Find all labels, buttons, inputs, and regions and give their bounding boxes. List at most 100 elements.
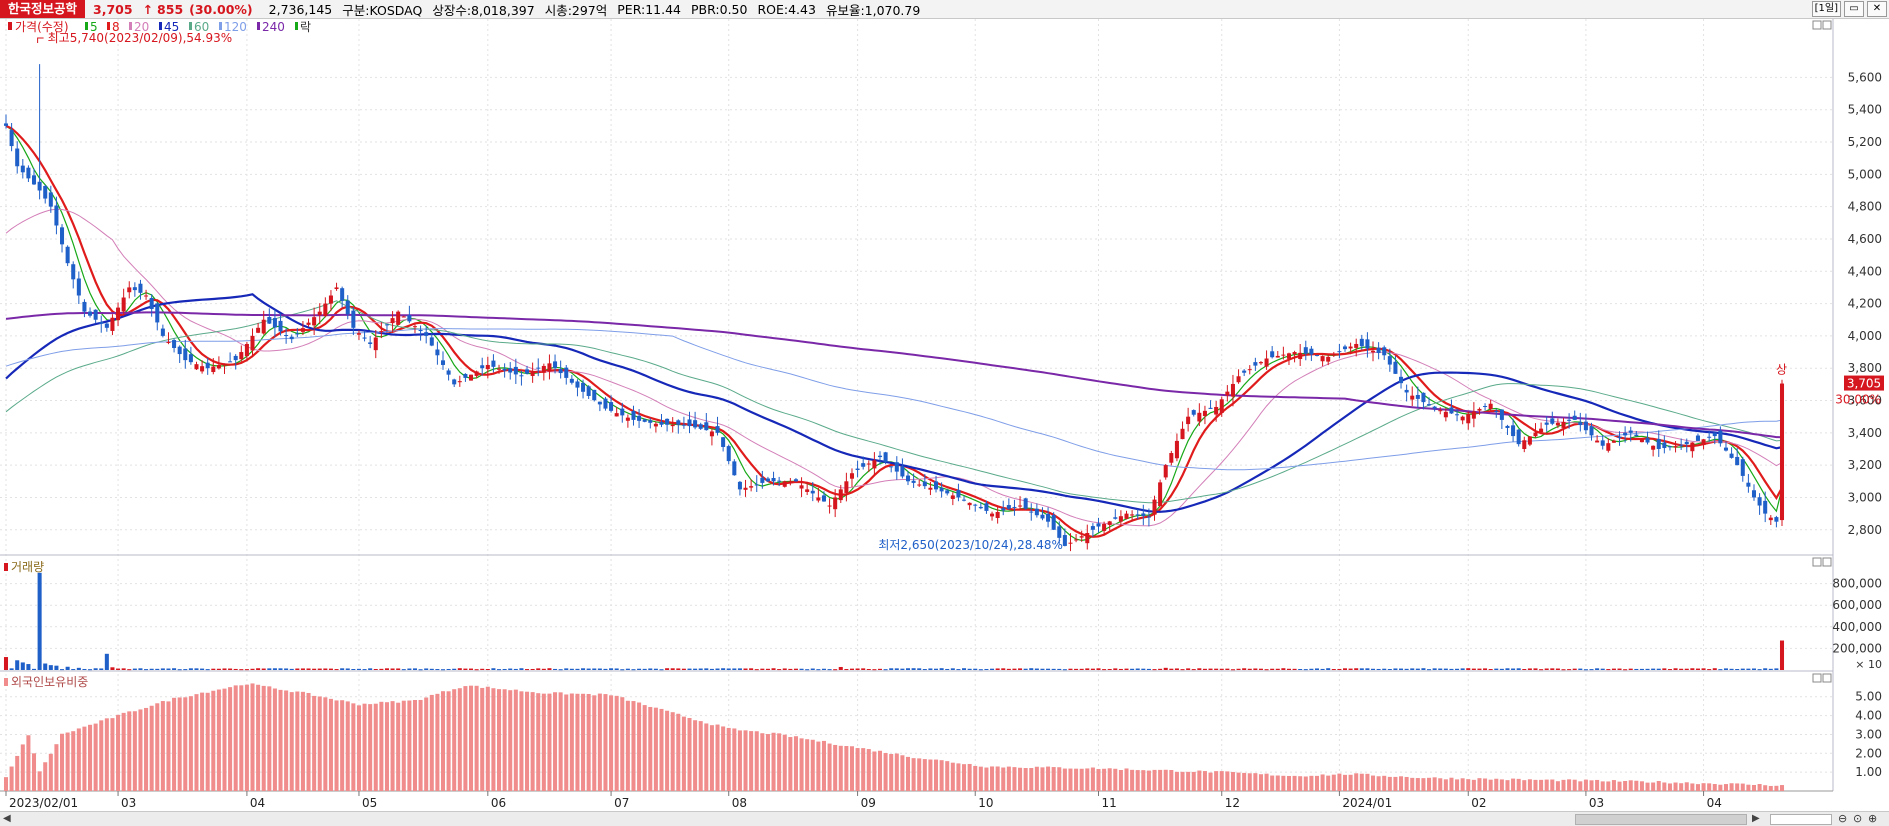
time-tick-label: 2023/02/01 bbox=[9, 796, 78, 810]
foreign-bar bbox=[1135, 770, 1140, 791]
scroll-right-icon[interactable]: ▶ bbox=[1752, 813, 1760, 824]
time-tick-label: 05 bbox=[362, 796, 377, 810]
candle-body bbox=[911, 480, 916, 483]
candle-body bbox=[429, 337, 434, 346]
volume-bar bbox=[1757, 669, 1762, 671]
candle-body bbox=[1583, 421, 1588, 431]
volume-bar bbox=[93, 668, 98, 670]
candle-body bbox=[1023, 498, 1028, 509]
volume-bar bbox=[1387, 669, 1392, 671]
volume-bar bbox=[1589, 669, 1594, 671]
volume-bar bbox=[513, 668, 518, 670]
volume-bar bbox=[614, 668, 619, 670]
foreign-bar bbox=[1169, 769, 1174, 791]
stock-chart[interactable]: 2,800 3,000 3,200 3,400 3,600 3,800 4,000 4,200… bbox=[0, 19, 1889, 812]
volume-bar bbox=[721, 668, 726, 670]
foreign-bar bbox=[356, 705, 361, 791]
foreign-bar bbox=[306, 692, 311, 791]
candle-body bbox=[1202, 410, 1207, 417]
foreign-bar bbox=[1342, 774, 1348, 791]
volume-bar bbox=[1415, 668, 1420, 670]
foreign-bar bbox=[569, 693, 574, 791]
candle-body bbox=[1690, 442, 1695, 452]
volume-bar bbox=[20, 662, 25, 670]
period-button[interactable]: [1일] bbox=[1811, 1, 1841, 17]
candle-body bbox=[76, 278, 81, 296]
minimize-icon[interactable]: ▭ bbox=[1844, 1, 1864, 17]
foreign-bar bbox=[765, 734, 770, 791]
foreign-bar bbox=[866, 749, 871, 791]
foreign-bar bbox=[1158, 769, 1163, 791]
candle-body bbox=[676, 420, 681, 425]
volume-bar bbox=[1303, 669, 1308, 671]
candle-body bbox=[973, 504, 978, 506]
foreign-bar bbox=[373, 703, 378, 791]
candle-body bbox=[1382, 347, 1387, 356]
candle-body bbox=[1186, 416, 1191, 425]
candle-body bbox=[1555, 422, 1560, 426]
candle-body bbox=[463, 373, 468, 378]
candle-body bbox=[592, 389, 597, 401]
foreign-bar bbox=[905, 756, 911, 791]
stock-name[interactable]: 한국정보공학 bbox=[0, 0, 86, 18]
ma60-line bbox=[5, 300, 1783, 504]
volume-bar bbox=[1527, 668, 1532, 670]
foreign-bar bbox=[1062, 768, 1067, 791]
volume-bar bbox=[536, 668, 541, 670]
volume-bar bbox=[1555, 668, 1560, 670]
foreign-bar bbox=[1247, 773, 1252, 791]
candle-body bbox=[743, 487, 748, 490]
candle-body bbox=[289, 336, 294, 340]
volume-bar bbox=[452, 668, 457, 670]
candle-body bbox=[1415, 394, 1420, 399]
candle-body bbox=[1651, 445, 1656, 450]
zoom-out-icon[interactable]: ⊖ bbox=[1838, 812, 1848, 825]
zoom-reset-icon[interactable]: ⊙ bbox=[1853, 812, 1863, 825]
candle-body bbox=[435, 349, 440, 356]
volume-bar bbox=[1320, 668, 1325, 670]
candle-body bbox=[48, 192, 53, 207]
volume-bar bbox=[653, 668, 658, 670]
candle-body bbox=[160, 328, 165, 336]
foreign-bar bbox=[1645, 782, 1650, 791]
foreign-bar bbox=[771, 732, 776, 791]
candle-body bbox=[1018, 505, 1023, 507]
volume-bar bbox=[900, 668, 905, 670]
volume-bar bbox=[1695, 668, 1700, 670]
volume-bar bbox=[1135, 668, 1140, 670]
foreign-bar bbox=[1572, 779, 1577, 791]
candle-body bbox=[328, 295, 333, 304]
candle-body bbox=[340, 288, 345, 301]
foreign-bar bbox=[104, 718, 109, 791]
volume-bar bbox=[497, 669, 502, 671]
foreign-bar bbox=[1410, 777, 1415, 791]
candle-body bbox=[1219, 399, 1224, 413]
candle-body bbox=[1550, 418, 1555, 424]
candle-body bbox=[990, 513, 995, 517]
volume-bar bbox=[407, 668, 412, 670]
market-type: 구분:KOSDAQ bbox=[342, 2, 423, 18]
candle-body bbox=[1152, 499, 1157, 515]
foreign-bar bbox=[1102, 768, 1107, 791]
volume-bar bbox=[1679, 668, 1684, 670]
volume-bar bbox=[278, 668, 283, 670]
zoom-in-icon[interactable]: ⊕ bbox=[1868, 812, 1878, 825]
scroll-left-icon[interactable]: ◀ bbox=[3, 813, 11, 824]
foreign-bar bbox=[1539, 779, 1544, 791]
foreign-bar bbox=[250, 683, 255, 791]
volume-bar bbox=[1382, 668, 1387, 670]
price-tick-label: 5,600 bbox=[1848, 70, 1882, 84]
foreign-bar bbox=[810, 739, 815, 791]
scroll-thumb[interactable] bbox=[1575, 814, 1747, 825]
volume-bar bbox=[676, 668, 681, 670]
horizontal-scrollbar[interactable]: ◀ ▶ ⊖ ⊙ ⊕ bbox=[0, 811, 1889, 826]
foreign-bar bbox=[1152, 769, 1157, 791]
foreign-bar bbox=[239, 685, 244, 791]
close-icon[interactable]: ✕ bbox=[1867, 1, 1887, 17]
candle-body bbox=[586, 386, 591, 396]
volume-bar bbox=[502, 668, 507, 670]
foreign-tick-label: 4.00 bbox=[1855, 709, 1882, 723]
volume-bar bbox=[1258, 668, 1263, 670]
candle-body bbox=[530, 371, 535, 376]
zoom-slider[interactable] bbox=[1770, 814, 1832, 825]
